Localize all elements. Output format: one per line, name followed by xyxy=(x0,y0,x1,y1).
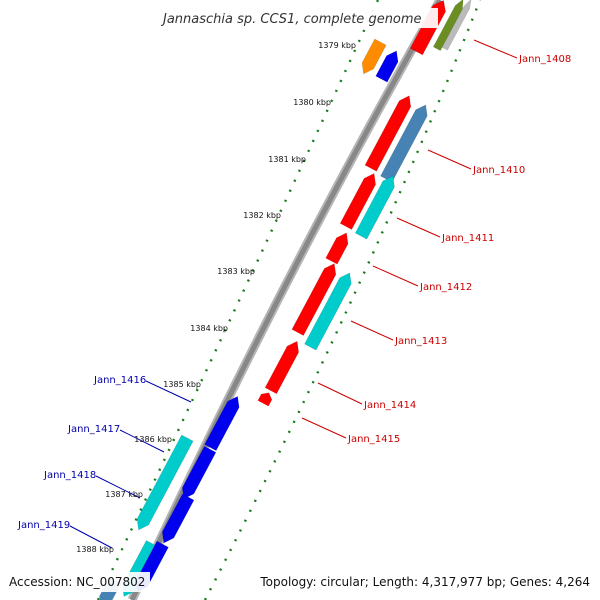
label-layer: 1379 kbp 1380 kbp 1381 kbp 1382 kbp 1383… xyxy=(17,39,571,554)
gene-label-jann-1418[interactable]: Jann_1418 xyxy=(43,470,96,481)
cds-orange-1379[interactable] xyxy=(358,38,387,77)
tick-label-1380: 1380 kbp xyxy=(293,98,331,107)
tick-label-1383: 1383 kbp xyxy=(217,267,255,276)
cds-jann-1411[interactable] xyxy=(354,173,398,240)
map-title: Jannaschia sp. CCS1, complete genome xyxy=(160,12,422,27)
cds-jann-1408-grey[interactable] xyxy=(441,0,474,51)
cds-jann-1413[interactable] xyxy=(304,270,356,351)
genome-summary-text: Topology: circular; Length: 4,317,977 bp… xyxy=(259,575,590,589)
cds-jann-1416[interactable] xyxy=(204,393,244,452)
footer-accession-backdrop xyxy=(4,572,150,592)
leader-jann-1419 xyxy=(69,525,113,549)
leader-jann-1411 xyxy=(396,217,441,238)
inner-tick-ring xyxy=(96,0,380,600)
tick-label-1387: 1387 kbp xyxy=(105,490,143,499)
leader-jann-1415 xyxy=(301,417,347,439)
leader-jann-1408 xyxy=(473,39,518,59)
cds-jann-1417-blue[interactable] xyxy=(178,445,217,502)
gene-label-jann-1413[interactable]: Jann_1413 xyxy=(394,336,447,347)
cds-jann-1412[interactable] xyxy=(325,230,353,265)
gene-label-jann-1419[interactable]: Jann_1419 xyxy=(17,520,70,531)
leader-jann-1410 xyxy=(427,149,472,170)
tick-label-1379: 1379 kbp xyxy=(318,41,356,50)
cds-jann-1413-red[interactable] xyxy=(291,261,340,336)
leader-jann-1417 xyxy=(119,429,165,453)
gene-label-jann-1408[interactable]: Jann_1408 xyxy=(518,54,571,65)
tick-label-1381: 1381 kbp xyxy=(268,155,306,164)
title-backdrop xyxy=(158,8,438,28)
outer-tick-ring xyxy=(203,0,482,600)
leader-jann-1418 xyxy=(95,475,141,499)
gene-label-jann-1415[interactable]: Jann_1415 xyxy=(347,434,400,445)
tick-label-1386: 1386 kbp xyxy=(134,435,172,444)
footer-summary-backdrop xyxy=(254,572,596,592)
leader-jann-1412 xyxy=(372,265,419,287)
cds-jann-1417[interactable] xyxy=(133,434,194,533)
gene-label-jann-1410[interactable]: Jann_1410 xyxy=(472,165,525,176)
gene-label-jann-1417[interactable]: Jann_1417 xyxy=(67,424,120,435)
cds-jann-1408-olive[interactable] xyxy=(432,0,466,52)
feature-layer xyxy=(99,0,474,600)
gene-label-jann-1416[interactable]: Jann_1416 xyxy=(93,375,146,386)
cds-jann-1414[interactable] xyxy=(264,338,303,395)
tick-label-1384: 1384 kbp xyxy=(190,324,228,333)
tick-label-1382: 1382 kbp xyxy=(243,211,281,220)
leader-jann-1416 xyxy=(145,380,192,403)
cds-jann-1418[interactable] xyxy=(158,493,195,546)
gene-label-jann-1411[interactable]: Jann_1411 xyxy=(441,233,494,244)
gene-label-jann-1414[interactable]: Jann_1414 xyxy=(363,400,416,411)
cds-jann-1415[interactable] xyxy=(257,390,274,407)
tick-label-1385: 1385 kbp xyxy=(163,380,201,389)
cds-jann-1411-red[interactable] xyxy=(339,170,380,230)
leader-jann-1414 xyxy=(317,382,363,405)
cds-red-1410-inner[interactable] xyxy=(364,93,415,172)
cds-blue-1379[interactable] xyxy=(375,48,403,83)
gene-label-jann-1412[interactable]: Jann_1412 xyxy=(419,282,472,293)
leader-jann-1413 xyxy=(350,320,394,341)
tick-label-1388: 1388 kbp xyxy=(76,545,114,554)
accession-text: Accession: NC_007802 xyxy=(9,575,145,589)
